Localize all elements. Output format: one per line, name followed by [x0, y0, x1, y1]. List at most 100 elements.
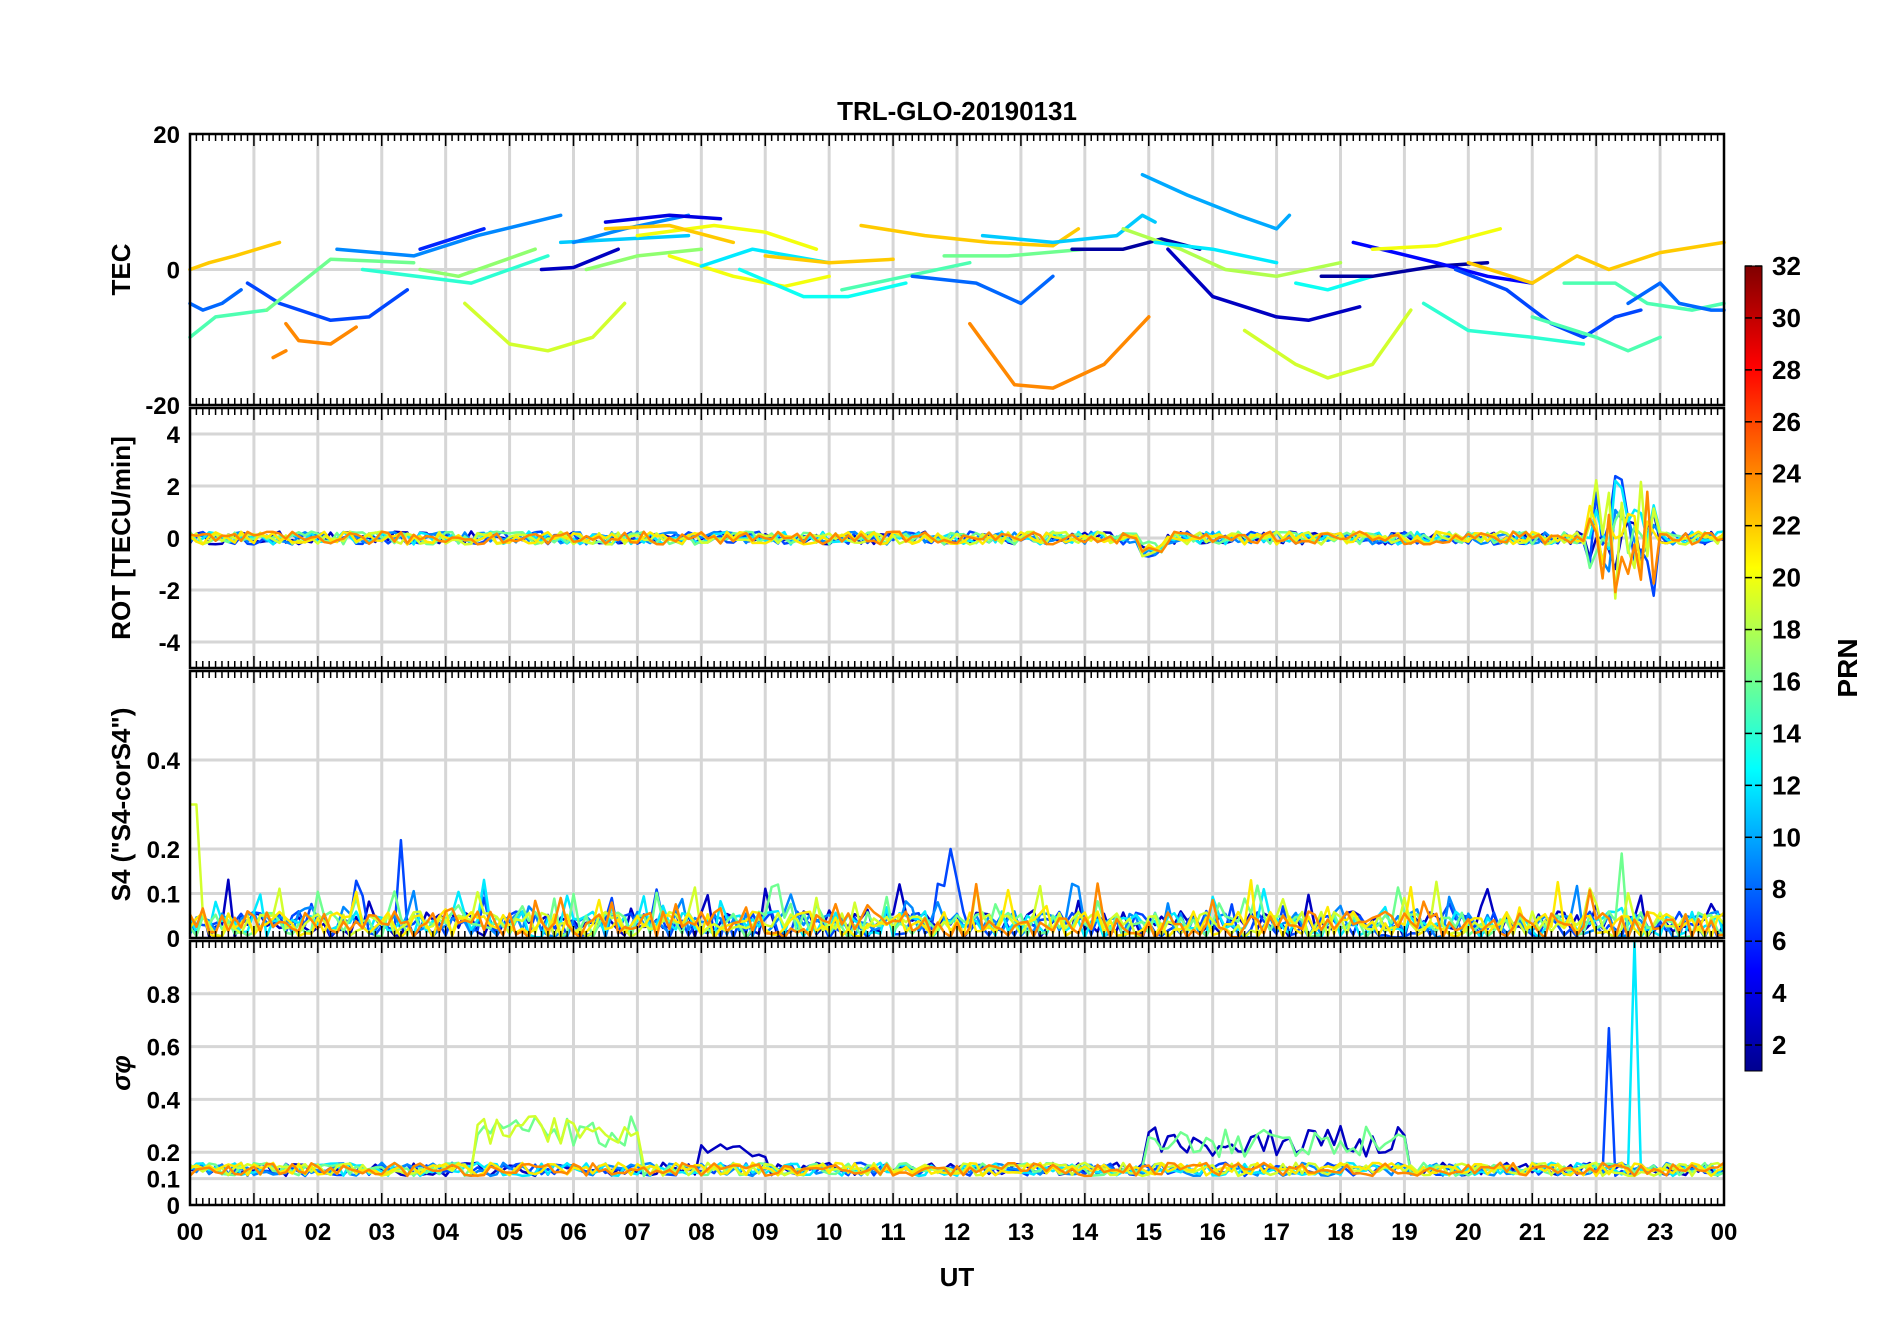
- sigma_phi-series-prn-24: [189, 1161, 1725, 1178]
- x-tick-label: 08: [688, 1219, 715, 1246]
- colorbar-tick-label: 30: [1772, 303, 1801, 333]
- colorbar-tick-label: 12: [1772, 770, 1801, 800]
- panel-sigma_phi: 0.8 0.6 0.4 0.20.10 σφ: [106, 939, 1726, 1220]
- data-tec: [188, 172, 1726, 390]
- x-tick-label: 23: [1647, 1219, 1674, 1246]
- y-tick-label-sigma_phi: 0.8: [147, 982, 180, 1009]
- y-axis-label-rot: ROT [TECU/min]: [106, 436, 136, 640]
- y-tick-label-rot: 4: [167, 422, 181, 449]
- tec-series-prn-22: [1466, 240, 1726, 285]
- panel-tec: 20 0 -20 TEC: [106, 122, 1726, 420]
- x-tick-label: 19: [1391, 1219, 1418, 1246]
- x-tick-label: 09: [752, 1219, 779, 1246]
- tec-series-prn-9: [335, 213, 563, 258]
- tec-series-prn-13: [1294, 274, 1375, 292]
- y-tick-label-s4: 0.4: [147, 748, 181, 775]
- colorbar-gradient: [1744, 265, 1763, 1072]
- y-tick-label-sigma_phi: 0.2: [147, 1140, 180, 1167]
- tec-series-prn-19: [1242, 308, 1413, 380]
- tec-series-prn-8: [910, 274, 1055, 306]
- y-tick-label-rot: -2: [159, 578, 180, 605]
- colorbar-tick-label: 24: [1772, 459, 1801, 489]
- tec-series-prn-17: [418, 247, 537, 279]
- x-tick-label: 00: [1711, 1219, 1738, 1246]
- sigma_phi-series-prn-21: [189, 1161, 1725, 1178]
- y-tick-label-s4: 0.1: [147, 882, 180, 909]
- y-axis-label-tec: TEC: [106, 243, 136, 295]
- colorbar-tick-label: 8: [1772, 874, 1786, 904]
- panel-rot: 4 2 0 -2 -4 ROT [TECU/min]: [106, 406, 1726, 670]
- colorbar-tick-label: 2: [1772, 1030, 1786, 1060]
- x-tick-label: 12: [944, 1219, 971, 1246]
- tec-series-prn-4: [603, 213, 723, 224]
- tec-series-prn-20: [635, 223, 819, 251]
- x-tick-label: 11: [880, 1219, 905, 1246]
- tec-series-prn-14: [360, 254, 550, 285]
- tec-series-prn-24: [968, 315, 1151, 390]
- y-tick-label-tec: -20: [145, 393, 180, 420]
- x-tick-label: 16: [1199, 1219, 1226, 1246]
- tec-series-prn-3: [539, 247, 620, 272]
- y-tick-label-rot: -4: [159, 630, 181, 657]
- y-axis-label-s4: S4 ("S4-corS4"): [106, 708, 136, 902]
- tec-series-prn-7: [245, 281, 410, 323]
- colorbar-tick-label: 22: [1772, 511, 1801, 541]
- x-tick-label: 21: [1519, 1219, 1546, 1246]
- tec-series-prn-24: [271, 349, 288, 360]
- tec-series-prn-5: [1351, 240, 1535, 285]
- tec-series-prn-20: [1370, 227, 1503, 251]
- y-axis-label-sigma_phi: σφ: [106, 1055, 136, 1091]
- x-tick-label: 03: [368, 1219, 395, 1246]
- x-tick-label: 01: [241, 1219, 268, 1246]
- rot-series-prn-24: [189, 490, 1725, 594]
- y-tick-label-sigma_phi: 0: [167, 1193, 180, 1220]
- s4-series-prn-24: [188, 882, 1725, 940]
- tec-series-prn-19: [463, 301, 627, 353]
- tec-series-prn-22: [603, 223, 736, 245]
- tec-series-prn-11: [980, 213, 1157, 245]
- tec-series-prn-8: [1626, 281, 1726, 312]
- colorbar-tick-label: 14: [1772, 718, 1801, 748]
- x-tick-label: 04: [432, 1219, 459, 1246]
- tec-series-prn-13: [737, 267, 908, 299]
- y-tick-label-rot: 2: [167, 474, 180, 501]
- tec-series-prn-15: [188, 308, 269, 340]
- x-tick-label: 17: [1263, 1219, 1290, 1246]
- x-tick-label: 13: [1008, 1219, 1035, 1246]
- colorbar-label: PRN: [1832, 638, 1863, 697]
- data-sigma_phi: [189, 939, 1726, 1178]
- tec-series-prn-3: [1166, 247, 1362, 323]
- colorbar-tick-label: 20: [1772, 563, 1801, 593]
- tec-series-prn-17: [584, 247, 704, 272]
- y-tick-label-s4: 0.2: [147, 837, 180, 864]
- tec-series-prn-15: [1530, 315, 1662, 353]
- colorbar-tick-label: 6: [1772, 926, 1786, 956]
- panel-s4: 0.4 0.2 0.1 0 S4 ("S4-corS4"): [106, 669, 1726, 953]
- y-tick-label-sigma_phi: 0.4: [147, 1087, 181, 1114]
- tec-series-prn-22: [188, 240, 282, 272]
- x-axis-label: UT: [940, 1262, 975, 1292]
- y-tick-label-sigma_phi: 0.1: [147, 1167, 180, 1194]
- data-s4: [188, 803, 1726, 940]
- y-tick-label-tec: 0: [167, 258, 180, 285]
- colorbar-tick-label: 32: [1772, 251, 1801, 281]
- x-tick-label: 06: [560, 1219, 587, 1246]
- tec-series-prn-6: [418, 227, 486, 251]
- data-rot: [188, 474, 1726, 600]
- tec-series-prn-16: [264, 257, 416, 312]
- tec-series-prn-22: [763, 254, 895, 265]
- s4-series-prn-9: [188, 882, 1726, 940]
- colorbar-tick-label: 16: [1772, 666, 1801, 696]
- chart-title: TRL-GLO-20190131: [837, 96, 1077, 126]
- x-tick-label: 14: [1071, 1219, 1098, 1246]
- x-tick-label: 10: [816, 1219, 843, 1246]
- y-tick-label-s4: 0: [167, 926, 180, 953]
- tec-series-prn-2: [1319, 260, 1490, 279]
- x-tick-label: 07: [624, 1219, 651, 1246]
- y-tick-label-sigma_phi: 0.6: [147, 1035, 180, 1062]
- colorbar-tick-label: 26: [1772, 407, 1801, 437]
- y-tick-label-rot: 0: [167, 526, 180, 553]
- x-tick-label: 18: [1327, 1219, 1354, 1246]
